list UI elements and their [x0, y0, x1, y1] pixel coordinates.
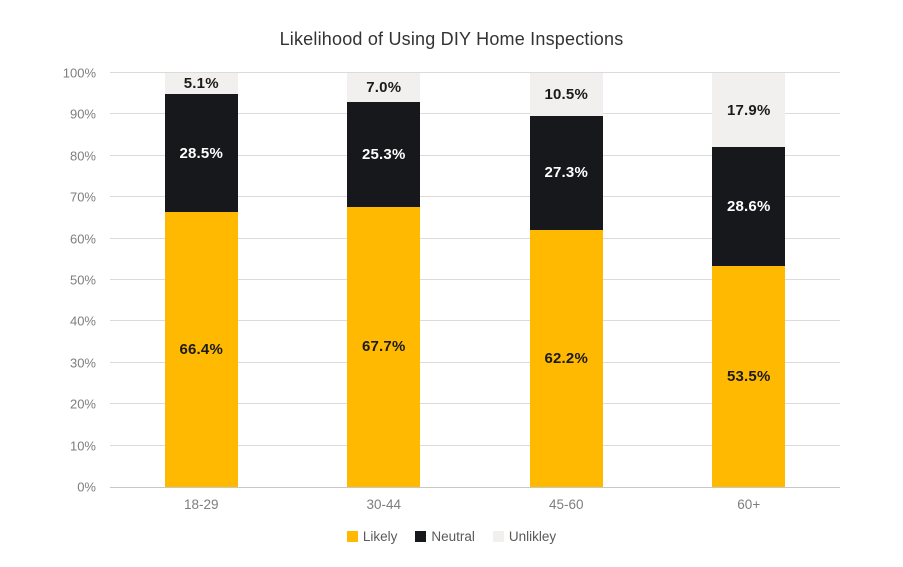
gridline: [110, 72, 840, 73]
bar-segment-neutral-18-29[interactable]: 28.5%: [164, 94, 238, 213]
chart-title: Likelihood of Using DIY Home Inspections: [279, 29, 624, 49]
bar-segment-unlikley-60+[interactable]: 17.9%: [712, 73, 786, 148]
x-axis-labels: 18-29 30-44 45-60 60+: [110, 497, 840, 512]
data-label: 66.4%: [179, 341, 224, 359]
y-axis-tick-label: 70%: [69, 189, 96, 205]
legend-item-neutral[interactable]: Neutral: [415, 529, 475, 544]
bar-segment-neutral-60+[interactable]: 28.6%: [712, 147, 786, 266]
legend-label: Unlikley: [508, 529, 557, 544]
data-label: 10.5%: [544, 86, 589, 104]
gridline: [110, 403, 840, 405]
bar-slot-30-44: 67.7% 25.3% 7.0%: [293, 73, 476, 487]
gridline: [110, 113, 840, 115]
bar-slot-45-60: 62.2% 27.3% 10.5%: [475, 73, 658, 487]
x-axis-label-45-60: 45-60: [548, 497, 584, 512]
legend-item-unlikley[interactable]: Unlikley: [492, 529, 557, 544]
bar-segment-neutral-45-60[interactable]: 27.3%: [529, 116, 603, 230]
x-axis-label-18-29: 18-29: [183, 497, 219, 512]
legend-label: Likely: [362, 529, 398, 544]
gridline: [110, 320, 840, 322]
legend-swatch-icon: [346, 531, 358, 542]
bar-segment-likely-30-44[interactable]: 67.7%: [347, 206, 421, 487]
data-label: 28.6%: [726, 197, 771, 215]
bar-slot-18-29: 66.4% 28.5% 5.1%: [110, 73, 293, 487]
bar-column-30-44: 67.7% 25.3% 7.0%: [347, 73, 421, 487]
plot-area: 0% 10% 20% 30% 40% 50% 60% 70% 80% 90% 100% 66.4% 28…: [63, 66, 841, 495]
bar-slot-60+: 53.5% 28.6% 17.9%: [658, 73, 841, 487]
y-axis-tick-label: 30%: [69, 355, 96, 371]
legend-swatch-icon: [492, 531, 504, 542]
bar-segment-unlikley-18-29[interactable]: 5.1%: [164, 73, 238, 95]
y-axis-tick-label: 20%: [69, 396, 96, 412]
data-label: 25.3%: [361, 145, 406, 163]
gridline: [110, 279, 840, 280]
data-label: 7.0%: [366, 79, 402, 97]
x-axis-label-60+: 60+: [737, 497, 761, 512]
y-axis-tick-label: 40%: [69, 313, 96, 329]
bar-column-18-29: 66.4% 28.5% 5.1%: [164, 73, 238, 487]
gridline: [110, 196, 840, 198]
y-axis-tick-label: 10%: [69, 438, 96, 454]
data-label: 62.2%: [544, 349, 589, 367]
bar-segment-neutral-30-44[interactable]: 25.3%: [347, 102, 421, 207]
bar-column-60+: 53.5% 28.6% 17.9%: [712, 73, 786, 487]
gridline: [110, 154, 840, 156]
data-label: 17.9%: [726, 101, 771, 119]
y-axis-tick-label: 80%: [69, 148, 96, 164]
bar-segment-likely-18-29[interactable]: 66.4%: [164, 212, 238, 487]
data-label: 28.5%: [179, 144, 224, 162]
data-label: 53.5%: [726, 367, 771, 385]
bar-segment-likely-60+[interactable]: 53.5%: [712, 265, 786, 487]
legend-item-likely[interactable]: Likely: [346, 529, 398, 544]
legend-swatch-icon: [415, 531, 427, 542]
gridline: [110, 444, 840, 446]
bar-segment-unlikley-30-44[interactable]: 7.0%: [347, 73, 421, 102]
y-axis-tick-label: 100%: [62, 65, 96, 81]
bar-column-45-60: 62.2% 27.3% 10.5%: [529, 73, 603, 487]
y-axis-tick-label: 60%: [69, 231, 96, 247]
gridline: [110, 237, 840, 239]
bar-segment-likely-45-60[interactable]: 62.2%: [529, 229, 603, 487]
data-label: 67.7%: [361, 338, 406, 356]
y-axis-tick-label: 0%: [77, 479, 96, 495]
y-axis-tick-label: 50%: [69, 272, 96, 288]
data-label: 5.1%: [183, 75, 219, 93]
gridline: [110, 361, 840, 363]
legend: Likely Neutral Unlikley: [0, 529, 903, 544]
bar-segment-unlikley-45-60[interactable]: 10.5%: [529, 73, 603, 117]
data-label: 27.3%: [544, 164, 589, 182]
x-axis-label-30-44: 30-44: [366, 497, 402, 512]
y-axis-tick-label: 90%: [69, 106, 96, 122]
legend-label: Neutral: [431, 529, 475, 544]
